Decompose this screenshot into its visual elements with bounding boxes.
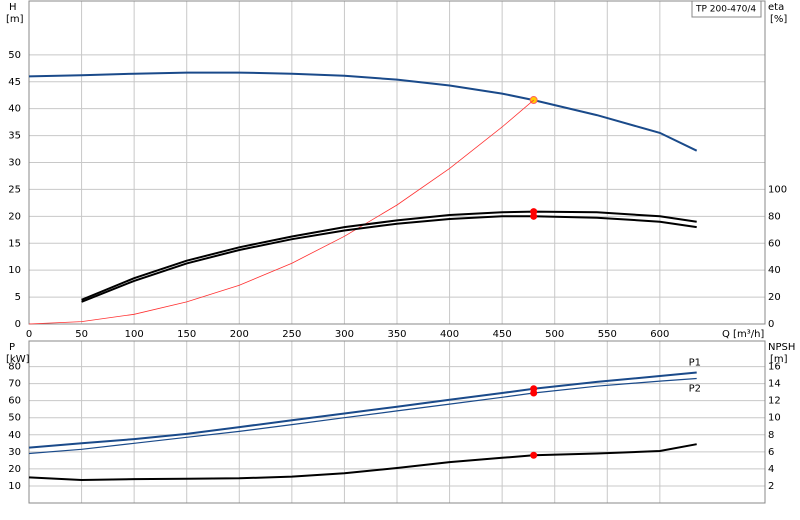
y2-tick-label: 8 — [768, 430, 774, 441]
title-box — [691, 0, 762, 18]
y2-tick-label: 10 — [768, 413, 781, 424]
operating-point — [530, 212, 538, 220]
plot-frame — [28, 340, 766, 504]
series-line — [28, 99, 534, 325]
y2-axis-unit: [%] — [770, 14, 787, 25]
x-tick-label: 0 — [26, 329, 32, 340]
y2-axis-label: eta — [768, 2, 784, 13]
y-tick-label: 35 — [8, 131, 21, 142]
operating-point — [530, 389, 538, 397]
x-tick-label: 600 — [650, 329, 669, 340]
x-tick-label: 250 — [282, 329, 301, 340]
y2-tick-label: 6 — [768, 447, 774, 458]
y-tick-label: 45 — [8, 77, 21, 88]
y-tick-label: 40 — [8, 104, 21, 115]
y-tick-label: 15 — [8, 238, 21, 249]
x-tick-label: 50 — [75, 329, 88, 340]
y-tick-label: 80 — [8, 362, 21, 373]
y2-tick-label: 20 — [768, 292, 781, 303]
x-tick-label: 400 — [440, 329, 459, 340]
y-tick-label: 25 — [8, 184, 21, 195]
x-tick-label: 150 — [177, 329, 196, 340]
y-tick-label: 10 — [8, 265, 21, 276]
y-axis-unit: [m] — [6, 14, 24, 25]
y-tick-label: 5 — [15, 292, 21, 303]
x-tick-label: 550 — [598, 329, 617, 340]
x-axis-label: Q [m³/h] — [722, 329, 764, 340]
operating-point — [530, 451, 538, 459]
y2-tick-label: 0 — [768, 319, 774, 330]
y-tick-label: 20 — [8, 464, 21, 475]
x-tick-label: 350 — [387, 329, 406, 340]
x-tick-label: 200 — [230, 329, 249, 340]
x-tick-label: 300 — [335, 329, 354, 340]
y2-tick-label: 80 — [768, 211, 781, 222]
y-tick-label: 10 — [8, 481, 21, 492]
series-line — [81, 215, 697, 303]
plot-frame — [28, 0, 766, 325]
x-tick-label: 500 — [545, 329, 564, 340]
y2-tick-label: 12 — [768, 396, 781, 407]
series-line — [28, 371, 697, 449]
y-tick-label: 70 — [8, 379, 21, 390]
chart-title: TP 200-470/4 — [695, 5, 756, 15]
legend-label: P1 — [689, 358, 701, 369]
y2-tick-label: 16 — [768, 362, 781, 373]
y2-axis-unit: [m] — [770, 354, 788, 365]
y2-tick-label: 100 — [768, 184, 787, 195]
y-tick-label: 20 — [8, 211, 21, 222]
x-tick-label: 450 — [493, 329, 512, 340]
y-tick-label: 30 — [8, 158, 21, 169]
series-line — [28, 71, 698, 152]
series-line — [28, 377, 697, 455]
y-tick-label: 50 — [8, 413, 21, 424]
y2-tick-label: 14 — [768, 379, 781, 390]
x-tick-label: 100 — [125, 329, 144, 340]
y-tick-label: 30 — [8, 447, 21, 458]
y-axis-label: H — [9, 2, 17, 13]
y-tick-label: 0 — [15, 319, 21, 330]
y2-tick-label: 2 — [768, 481, 774, 492]
y-axis-label: P — [9, 342, 15, 353]
series-line — [81, 210, 697, 301]
y-tick-label: 40 — [8, 430, 21, 441]
y2-axis-label: NPSH — [768, 342, 795, 353]
series-line — [28, 443, 697, 482]
y2-tick-label: 40 — [768, 265, 781, 276]
y-tick-label: 60 — [8, 396, 21, 407]
y2-tick-label: 4 — [768, 464, 774, 475]
legend-label: P2 — [689, 384, 701, 395]
y-tick-label: 50 — [8, 50, 21, 61]
y2-tick-label: 60 — [768, 238, 781, 249]
y-axis-unit: [kW] — [6, 354, 30, 365]
